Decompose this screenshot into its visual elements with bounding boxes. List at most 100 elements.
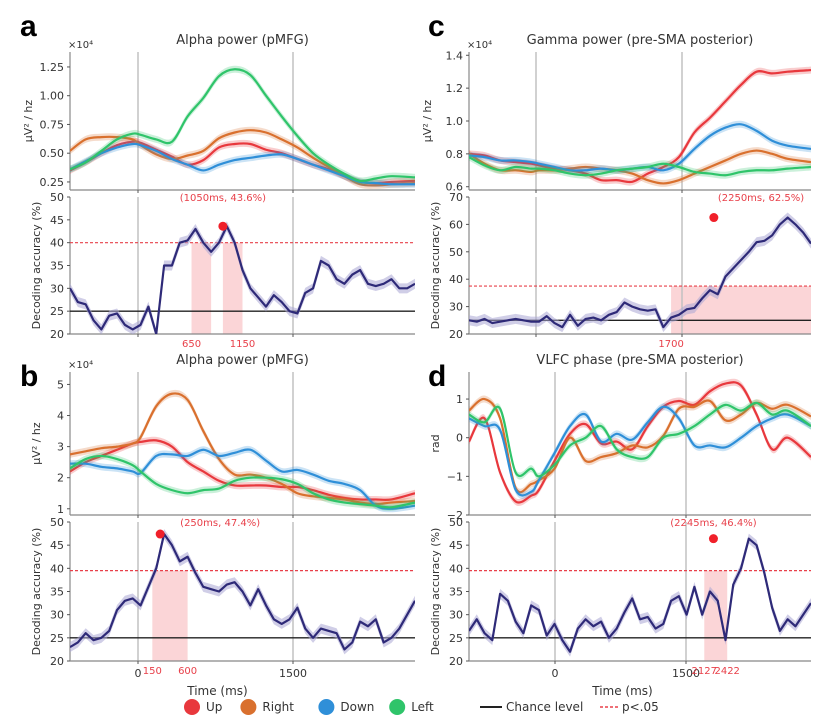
y-tick-label: 0.8 xyxy=(446,148,464,161)
y-axis-label: Decoding accuracy (%) xyxy=(30,528,43,656)
panel-label-d: d xyxy=(428,360,446,393)
y-tick-label: 70 xyxy=(449,191,463,204)
y-tick-label: 4 xyxy=(57,410,64,423)
legend-item-chance-level: Chance level xyxy=(480,700,583,714)
sig-window-start-label: 150 xyxy=(143,666,162,677)
series-band-down xyxy=(469,403,811,499)
sig-window-end-label: 600 xyxy=(178,666,197,677)
legend-dot-icon xyxy=(240,699,257,715)
series-line-up xyxy=(469,68,811,184)
legend-dot-icon xyxy=(389,699,406,715)
series-band-left xyxy=(70,65,415,185)
peak-annotation: (2250ms, 62.5%) xyxy=(718,193,804,204)
legend-item-down: Down xyxy=(318,699,374,715)
y-tick-label: 1.0 xyxy=(446,115,464,128)
legend-label: Left xyxy=(411,700,434,714)
legend-label: Right xyxy=(262,700,294,714)
y-tick-label: 25 xyxy=(50,305,64,318)
y-tick-label: 0.50 xyxy=(40,147,65,160)
legend-item-p-05: p<.05 xyxy=(600,700,659,714)
y-tick-label: 1.00 xyxy=(40,90,65,103)
y-tick-label: 50 xyxy=(449,246,463,259)
series-line-right xyxy=(469,397,811,494)
series-band-left xyxy=(469,153,811,179)
series-line-left xyxy=(70,68,415,183)
y-axis-label: Decoding accuracy (%) xyxy=(429,528,442,656)
y-tick-label: 35 xyxy=(50,260,64,273)
y-tick-label: 50 xyxy=(50,191,64,204)
series-line-left xyxy=(469,156,811,177)
sig-window-label: 1150 xyxy=(230,339,255,350)
y-tick-label: 1 xyxy=(456,393,463,406)
y-tick-label: 0.6 xyxy=(446,181,464,194)
panel-b-decoding-plot: 20 25 30 35 40 45 50 Decoding accuracy (%) 0 1500… xyxy=(30,516,415,698)
plot-area xyxy=(469,378,811,507)
sig-window-end-label: 2422 xyxy=(714,666,739,677)
legend-dot-icon xyxy=(318,699,335,715)
y-tick-label: 0.75 xyxy=(40,118,65,131)
decoding-line xyxy=(469,537,811,653)
y-tick-label: 25 xyxy=(50,632,64,645)
legend-label: Up xyxy=(206,700,222,714)
y-tick-label: 40 xyxy=(449,273,463,286)
series-band-up xyxy=(70,436,415,504)
significance-window xyxy=(191,242,212,334)
series-line-down xyxy=(469,405,811,497)
series-line-left xyxy=(469,401,811,478)
peak-annotation: (1050ms, 43.6%) xyxy=(180,193,266,204)
peak-annotation: (250ms, 47.4%) xyxy=(180,518,260,529)
y-tick-label: 3 xyxy=(57,441,64,454)
y-multiplier: ×10⁴ xyxy=(68,360,93,371)
panel-d-decoding-plot: 20 25 30 35 40 45 50 Decoding accuracy (%) 0 1500… xyxy=(429,516,811,698)
legend: Up Right Down Left Chance level p<.05 xyxy=(184,699,659,715)
y-axis-label: μV² / hz xyxy=(421,100,434,143)
legend-label: Chance level xyxy=(506,700,583,714)
y-multiplier: ×10⁴ xyxy=(68,40,93,51)
panel-a-decoding-plot: 20 25 30 35 40 45 50 Decoding accuracy (%) (1050… xyxy=(30,191,415,350)
y-tick-label: 5 xyxy=(57,378,64,391)
legend-label: Down xyxy=(340,700,374,714)
plot-title: Alpha power (pMFG) xyxy=(176,353,309,368)
legend-item-up: Up xyxy=(184,699,222,715)
y-tick-label: −2 xyxy=(447,509,463,522)
legend-dot-icon xyxy=(184,699,200,715)
panel-c-decoding-plot: 20 30 40 50 60 70 Decoding accuracy (%) (2250ms… xyxy=(429,191,811,350)
y-axis-label: μV² / hz xyxy=(22,100,35,143)
y-tick-label: 1.2 xyxy=(446,82,464,95)
y-tick-label: 45 xyxy=(50,214,64,227)
y-tick-label: 1 xyxy=(57,503,64,516)
plot-area xyxy=(469,533,811,657)
y-tick-label: 1.25 xyxy=(40,61,65,74)
panel-label-b: b xyxy=(20,360,38,393)
decoding-line xyxy=(469,216,811,329)
plot-area xyxy=(469,212,811,333)
panel-d-signal-plot: VLFC phase (pre-SMA posterior) −2 −1 0 1 rad xyxy=(429,353,811,522)
plot-title: Gamma power (pre-SMA posterior) xyxy=(527,33,754,48)
y-tick-label: 0 xyxy=(456,432,463,445)
y-tick-label: 20 xyxy=(50,655,64,668)
y-tick-label: 20 xyxy=(449,655,463,668)
y-tick-label: 20 xyxy=(50,328,64,341)
series-band-left xyxy=(70,452,415,511)
series-line-up xyxy=(469,381,811,504)
x-tick-label: 1500 xyxy=(279,667,307,680)
y-tick-label: 50 xyxy=(50,516,64,529)
y-tick-label: 30 xyxy=(50,282,64,295)
y-tick-label: 30 xyxy=(50,609,64,622)
panel-b-signal-plot: Alpha power (pMFG) ×10⁴ 1 2 3 4 5 μV² / hz xyxy=(30,353,415,518)
y-tick-label: 20 xyxy=(449,328,463,341)
panel-c-signal-plot: Gamma power (pre-SMA posterior) ×10⁴ 0.6 0.… xyxy=(421,33,811,194)
series-line-left xyxy=(70,454,415,509)
y-axis-label: Decoding accuracy (%) xyxy=(30,202,43,330)
y-tick-label: 45 xyxy=(449,539,463,552)
peak-marker xyxy=(708,534,718,544)
plot-area xyxy=(469,66,811,187)
y-tick-label: 40 xyxy=(50,562,64,575)
peak-marker xyxy=(709,213,719,223)
y-tick-label: 35 xyxy=(449,586,463,599)
y-tick-label: 2 xyxy=(57,472,64,485)
series-line-down xyxy=(70,142,415,186)
y-tick-label: 0.25 xyxy=(40,176,65,189)
significance-window xyxy=(152,570,188,661)
